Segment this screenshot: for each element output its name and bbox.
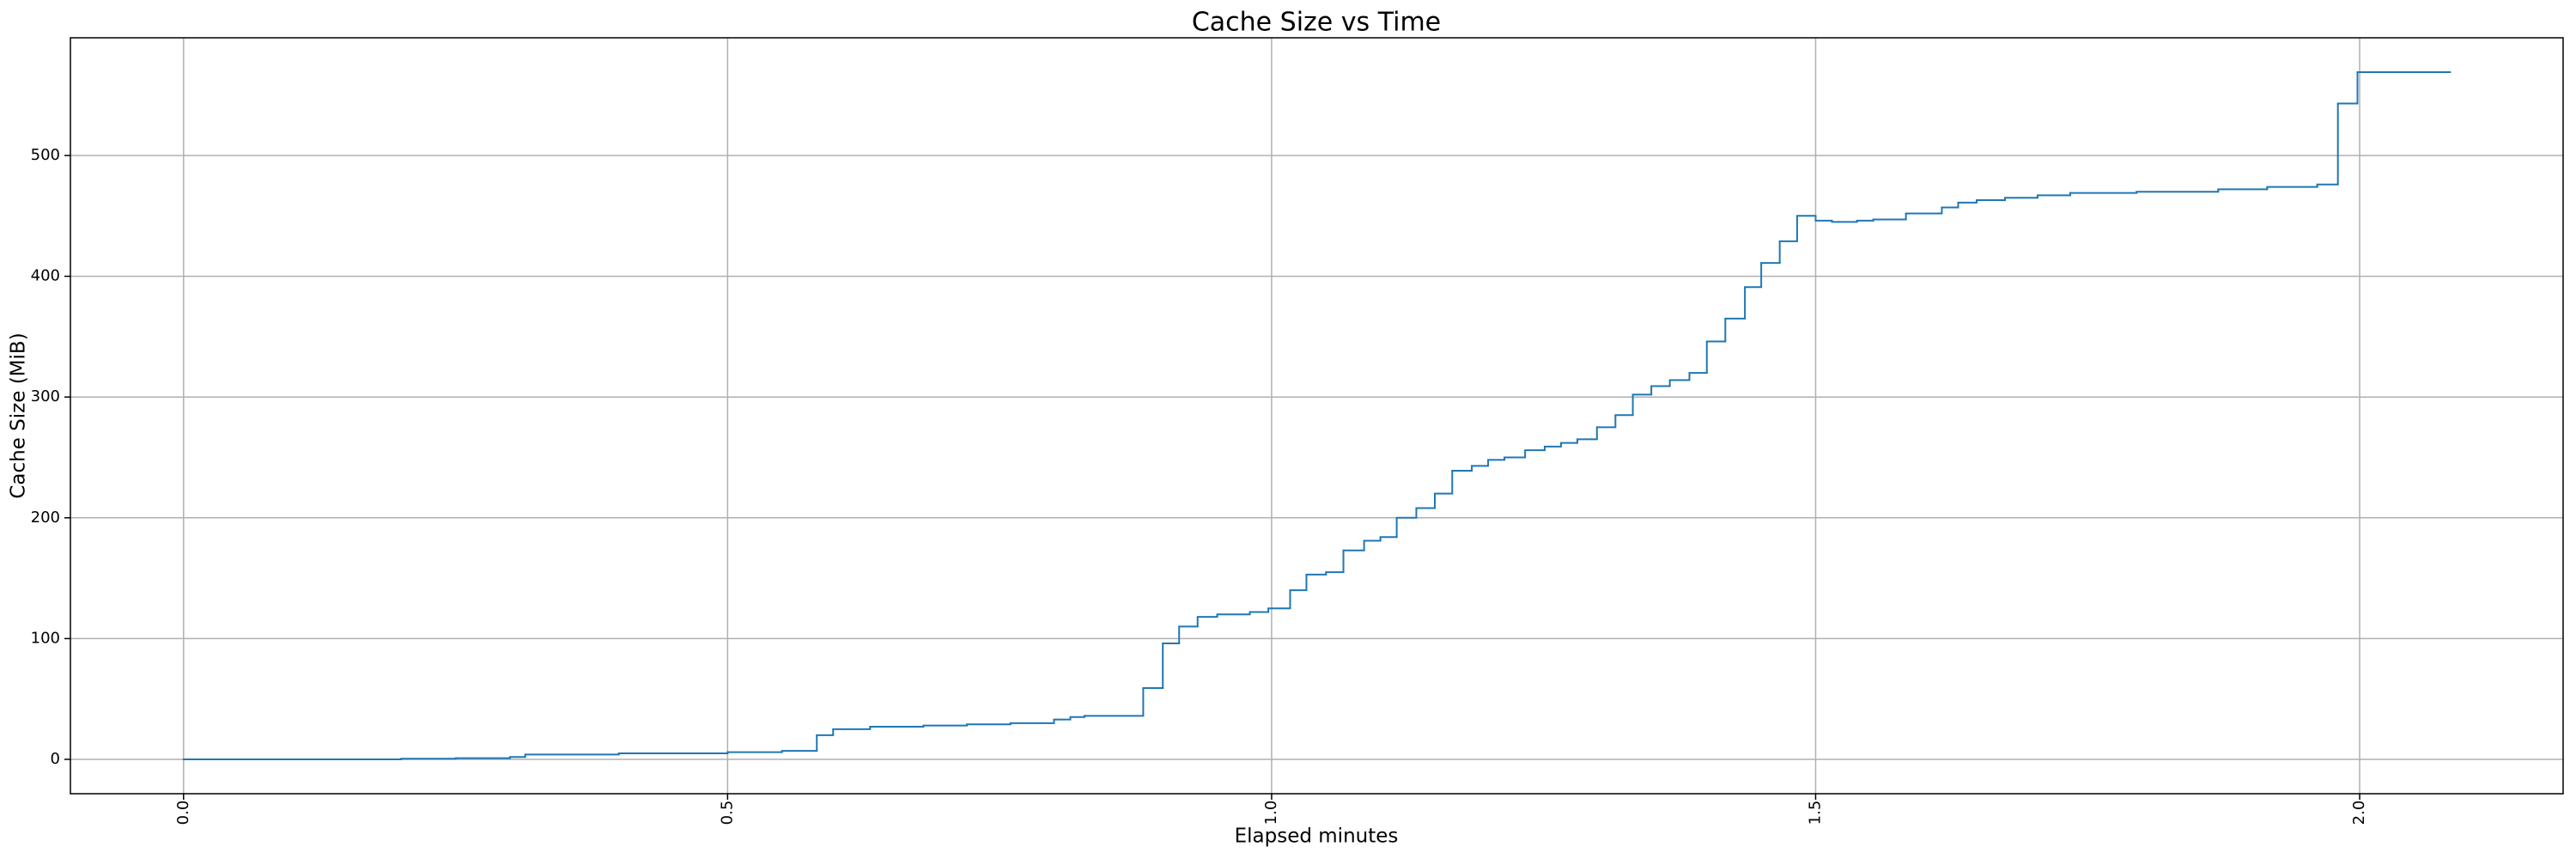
y-tick-label: 300 bbox=[31, 387, 60, 405]
x-tick-label: 0.5 bbox=[718, 801, 736, 825]
y-tick-label: 400 bbox=[31, 267, 60, 285]
x-tick-label: 1.0 bbox=[1262, 801, 1280, 825]
x-tick-label: 1.5 bbox=[1806, 801, 1824, 825]
y-tick-label: 500 bbox=[31, 146, 60, 164]
y-tick-label: 100 bbox=[31, 629, 60, 647]
x-tick-label: 2.0 bbox=[2350, 801, 2368, 825]
x-axis-label: Elapsed minutes bbox=[1235, 825, 1399, 848]
y-axis-label: Cache Size (MiB) bbox=[8, 332, 30, 498]
chart-title: Cache Size vs Time bbox=[1192, 8, 1441, 38]
y-tick-label: 200 bbox=[31, 509, 60, 527]
y-tick-label: 0 bbox=[51, 750, 60, 768]
x-tick-label: 0.0 bbox=[174, 801, 192, 825]
plot-frame bbox=[70, 37, 2564, 795]
